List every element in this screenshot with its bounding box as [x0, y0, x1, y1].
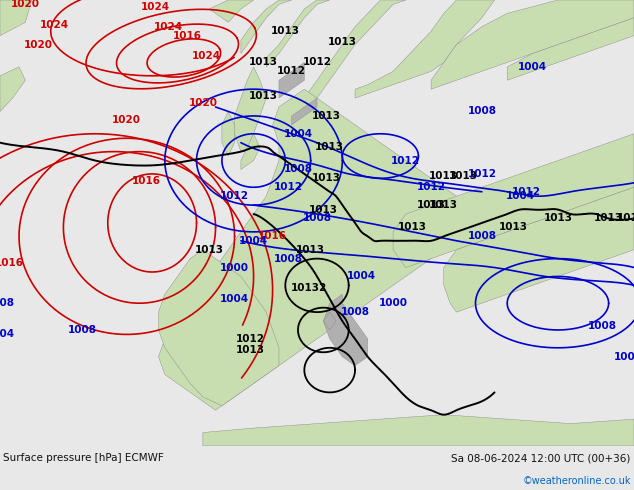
Text: 1024: 1024 [39, 20, 68, 29]
Text: Surface pressure [hPa] ECMWF: Surface pressure [hPa] ECMWF [3, 453, 164, 463]
Polygon shape [323, 294, 368, 366]
Polygon shape [355, 0, 495, 98]
Text: 1008: 1008 [467, 106, 496, 117]
Polygon shape [304, 0, 406, 112]
Polygon shape [393, 134, 634, 268]
Polygon shape [158, 250, 279, 406]
Text: 1008: 1008 [340, 307, 370, 317]
Text: 1000: 1000 [220, 263, 249, 272]
Text: 1013: 1013 [195, 245, 224, 255]
Text: 1008: 1008 [68, 325, 97, 335]
Text: 1013: 1013 [594, 214, 623, 223]
Text: 1004: 1004 [518, 62, 547, 72]
Polygon shape [0, 67, 25, 112]
Text: 1008: 1008 [274, 254, 303, 264]
Text: 1020: 1020 [23, 40, 53, 49]
Text: 1013: 1013 [448, 171, 477, 181]
Text: 1013: 1013 [616, 214, 634, 223]
Polygon shape [507, 18, 634, 80]
Polygon shape [444, 187, 634, 312]
Text: 1012: 1012 [220, 191, 249, 201]
Polygon shape [222, 112, 235, 156]
Text: 1004: 1004 [220, 294, 249, 304]
Text: 1016: 1016 [0, 258, 24, 268]
Text: 1016: 1016 [258, 231, 287, 242]
Text: 1004: 1004 [239, 236, 268, 246]
Text: 1013: 1013 [309, 204, 338, 215]
Polygon shape [279, 62, 304, 98]
Polygon shape [241, 134, 260, 170]
Polygon shape [203, 415, 634, 446]
Polygon shape [323, 312, 336, 330]
Text: 1020: 1020 [188, 98, 217, 108]
Text: 1013: 1013 [296, 245, 325, 255]
Text: 1000: 1000 [378, 298, 408, 308]
Text: 10132: 10132 [290, 283, 327, 293]
Polygon shape [292, 98, 317, 125]
Text: 1004: 1004 [505, 191, 534, 201]
Text: 100: 100 [614, 352, 634, 362]
Polygon shape [235, 67, 266, 151]
Text: 1020: 1020 [112, 115, 141, 125]
Text: 1004: 1004 [347, 271, 376, 281]
Text: 1016: 1016 [131, 175, 160, 186]
Polygon shape [0, 0, 32, 36]
Text: 1013: 1013 [249, 57, 278, 68]
Polygon shape [266, 0, 330, 67]
Text: 1013: 1013 [398, 222, 427, 232]
Text: 1020: 1020 [11, 0, 40, 9]
Text: 1016: 1016 [172, 31, 202, 41]
Text: 1012: 1012 [391, 155, 420, 166]
Text: 1013: 1013 [236, 345, 265, 355]
Text: 1013: 1013 [312, 111, 341, 121]
Text: 1008: 1008 [588, 320, 617, 331]
Text: 1013: 1013 [315, 142, 344, 152]
Text: 1013: 1013 [429, 200, 458, 210]
Text: 1012: 1012 [277, 66, 306, 76]
Polygon shape [431, 0, 634, 89]
Text: 1004: 1004 [283, 129, 313, 139]
Text: 1008: 1008 [302, 214, 332, 223]
Text: 1013: 1013 [249, 91, 278, 101]
Text: 1013: 1013 [271, 26, 300, 36]
Text: 1024: 1024 [191, 51, 221, 61]
Text: 1004: 1004 [0, 329, 15, 340]
Text: 1013: 1013 [417, 200, 446, 210]
Text: 1013: 1013 [499, 222, 528, 232]
Text: 1008: 1008 [467, 231, 496, 242]
Text: Sa 08-06-2024 12:00 UTC (00+36): Sa 08-06-2024 12:00 UTC (00+36) [451, 453, 631, 463]
Text: 1013: 1013 [543, 214, 573, 223]
Text: 1012: 1012 [467, 169, 496, 179]
Text: 1013: 1013 [312, 173, 341, 183]
Text: 1013: 1013 [328, 37, 357, 48]
Text: 1008: 1008 [0, 298, 15, 308]
Text: 1012: 1012 [302, 57, 332, 68]
Polygon shape [241, 0, 292, 53]
Text: 1012: 1012 [512, 187, 541, 197]
Text: 1012: 1012 [274, 182, 303, 192]
Text: 1012: 1012 [236, 334, 265, 344]
Polygon shape [158, 89, 469, 410]
Text: 1013: 1013 [429, 171, 458, 181]
Text: 1024: 1024 [153, 22, 183, 32]
Text: 1024: 1024 [141, 1, 170, 12]
Text: 1012: 1012 [417, 182, 446, 192]
Text: ©weatheronline.co.uk: ©weatheronline.co.uk [522, 476, 631, 486]
Text: 1008: 1008 [283, 165, 313, 174]
Polygon shape [209, 0, 254, 22]
